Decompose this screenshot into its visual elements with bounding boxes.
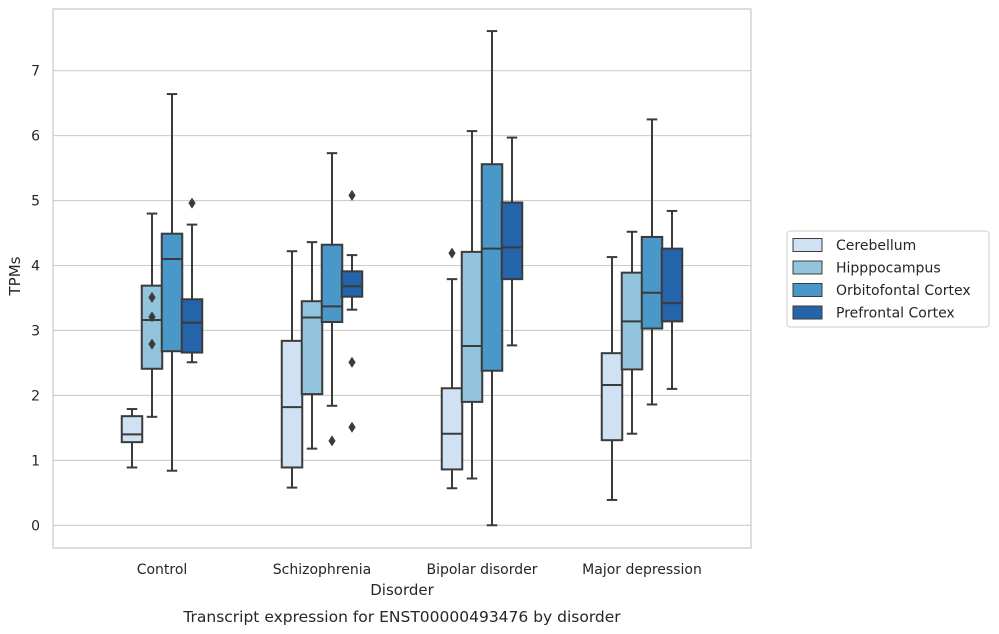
legend-item: Prefrontal Cortex [792,305,955,322]
series-orbitofontal-cortex [160,30,664,527]
flier-point [448,247,456,259]
legend-item: Hipppocampus [792,260,941,277]
box-iqr [300,300,324,396]
y-tick-label: 7 [31,64,40,80]
box-iqr [660,247,684,323]
flier-point [188,197,196,209]
flier-point [148,311,156,323]
legend: Cerebellum Hipppocampus Orbitofontal Corte… [786,230,990,328]
box-iqr [320,243,344,324]
legend-swatch [792,260,823,275]
y-tick-label: 6 [31,129,40,145]
flier-point [328,435,336,447]
box [640,118,664,406]
y-tick-label: 4 [31,259,40,275]
legend-item: Cerebellum [792,238,916,254]
legend-label: Orbitofontal Cortex [836,283,971,299]
x-tick-label: Control [137,562,188,578]
box [340,189,364,433]
flier-point [348,356,356,368]
y-axis-label: TPMs [6,256,24,296]
legend-swatch [792,305,823,320]
box-iqr [340,270,364,298]
legend-frame [786,230,990,328]
box [180,197,204,364]
flier-point [148,338,156,350]
x-axis-label: Disorder [370,581,434,599]
flier-point [148,291,156,303]
box [660,209,684,390]
box [600,256,624,501]
box-iqr [120,415,144,444]
legend-label: Cerebellum [836,238,916,254]
box [160,93,184,472]
box [440,247,464,490]
box [480,30,504,527]
box [620,230,644,435]
series-cerebellum [120,247,624,501]
y-tick-label: 1 [31,453,40,469]
box [140,212,164,418]
y-tick-label: 2 [31,388,40,404]
legend-item: Orbitofontal Cortex [792,283,971,299]
box [280,250,304,489]
y-tick-label: 3 [31,323,40,339]
x-tick-label: Bipolar disorder [426,562,537,578]
box [460,130,484,480]
box-iqr [160,232,184,353]
y-tick-label: 5 [31,194,40,210]
box-iqr [500,201,524,281]
box-iqr [460,250,484,403]
x-tick-labels: Control Schizophrenia Bipolar disorder Majo… [137,562,702,578]
plot-frame [52,8,752,549]
x-tick-label: Major depression [582,562,702,578]
y-tick-labels: 0 1 2 3 4 5 6 7 [31,64,40,535]
box-series [120,30,684,527]
box [320,152,344,447]
box [500,136,524,347]
box [120,408,144,469]
box [300,241,324,450]
flier-point [348,189,356,201]
series-hipppocampus [140,130,644,480]
box-iqr [640,235,664,330]
legend-label: Hipppocampus [836,261,941,277]
legend-swatch [792,283,823,297]
box-iqr [180,298,204,354]
y-tick-label: 0 [31,518,40,534]
box-iqr [600,352,624,442]
box-iqr [280,339,304,469]
x-tick-label: Schizophrenia [273,562,371,578]
chart-title: Transcript expression for ENST0000049347… [182,608,621,626]
legend-swatch [792,238,823,252]
series-prefrontal-cortex [180,136,684,433]
flier-point [348,421,356,433]
legend-label: Prefrontal Cortex [836,306,955,322]
box-iqr [480,163,504,372]
box-iqr [440,387,464,471]
